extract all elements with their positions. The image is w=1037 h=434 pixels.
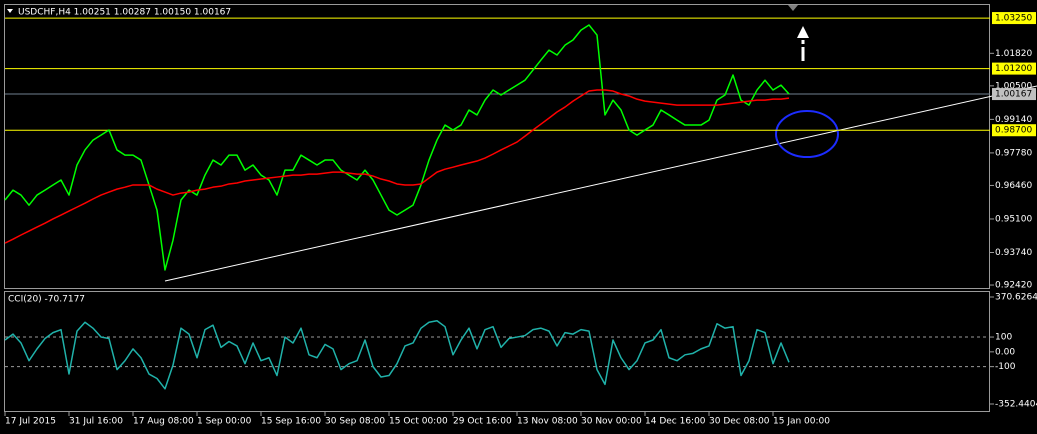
y-tick-label: 0.97780 xyxy=(995,148,1032,158)
series-line xyxy=(4,24,790,271)
y-tick-label: 0.93740 xyxy=(995,248,1032,258)
x-tick-label: 29 Oct 16:00 xyxy=(453,417,512,427)
series-line xyxy=(4,89,790,244)
x-tick-label: 1 Sep 00:00 xyxy=(197,417,252,427)
current-price-box xyxy=(992,88,1036,101)
level-label: 1.01200 xyxy=(995,64,1032,74)
highlight-ellipse xyxy=(775,110,839,158)
level-label: 0.98700 xyxy=(995,126,1032,136)
x-tick-label: 17 Jul 2015 xyxy=(5,417,56,427)
x-tick-label: 15 Sep 16:00 xyxy=(261,417,321,427)
y-tick-label: 100 xyxy=(995,333,1012,343)
trend-line xyxy=(164,85,1037,282)
x-tick-label: 15 Jan 00:00 xyxy=(773,417,830,427)
price-title: USDCHF,H4 1.00251 1.00287 1.00150 1.0016… xyxy=(18,8,231,18)
x-tick-label: 15 Oct 00:00 xyxy=(389,417,448,427)
x-tick-label: 13 Nov 08:00 xyxy=(517,417,578,427)
y-tick-label: 0.00 xyxy=(995,347,1015,357)
x-tick-label: 30 Nov 00:00 xyxy=(581,417,642,427)
level-label-box xyxy=(992,62,1036,75)
price-panel-frame xyxy=(4,4,990,289)
x-tick-label: 30 Sep 08:00 xyxy=(325,417,385,427)
x-tick-label: 30 Dec 08:00 xyxy=(709,417,770,427)
x-tick-label: 17 Aug 08:00 xyxy=(133,417,194,427)
x-tick-label: 14 Dec 16:00 xyxy=(645,417,706,427)
y-tick-label: -352.4404 xyxy=(995,400,1037,410)
cci-panel-frame xyxy=(4,291,990,412)
menu-triangle[interactable] xyxy=(7,9,13,13)
current-price-label: 1.00167 xyxy=(995,90,1032,100)
y-tick-label: 0.92420 xyxy=(995,281,1032,291)
y-tick-label: 1.00500 xyxy=(995,81,1032,91)
level-label: 1.03250 xyxy=(995,14,1032,24)
y-tick-label: -100 xyxy=(995,362,1016,372)
arrow-icon xyxy=(797,26,809,61)
y-tick-label: 0.96460 xyxy=(995,181,1032,191)
series-line xyxy=(4,320,790,390)
y-tick-label: 1.01820 xyxy=(995,49,1032,59)
shift-marker xyxy=(788,5,798,11)
x-tick-label: 31 Jul 16:00 xyxy=(69,417,123,427)
level-label-box xyxy=(992,124,1036,137)
cci-title: CCI(20) -70.7177 xyxy=(8,295,85,305)
y-tick-label: 0.95100 xyxy=(995,214,1032,224)
y-tick-label: 370.6264 xyxy=(995,293,1037,303)
level-label-box xyxy=(992,12,1036,25)
y-tick-label: 0.99140 xyxy=(995,115,1032,125)
